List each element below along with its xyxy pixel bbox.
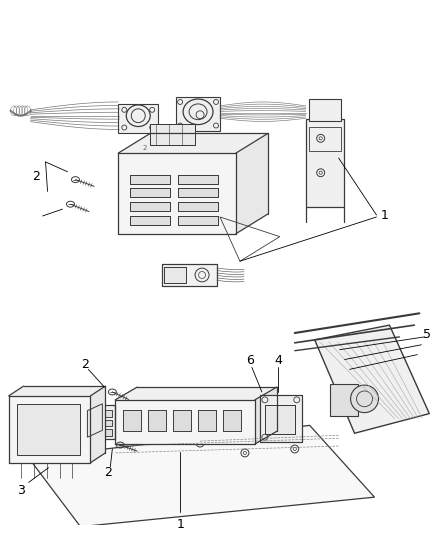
Bar (88, 419, 112, 426)
Bar (178, 175, 218, 183)
Bar (85, 405, 115, 439)
Bar (162, 264, 217, 286)
Bar (148, 410, 166, 431)
Bar (260, 395, 302, 442)
Bar (223, 410, 241, 431)
Bar (124, 410, 141, 431)
Polygon shape (28, 425, 374, 527)
Bar (150, 124, 195, 145)
Bar (178, 216, 218, 225)
Bar (178, 189, 218, 197)
Text: 2: 2 (32, 170, 39, 183)
Bar (130, 202, 170, 211)
Bar (330, 384, 357, 416)
Bar (178, 202, 218, 211)
Bar (164, 267, 186, 283)
Polygon shape (314, 325, 429, 433)
Bar (150, 124, 195, 145)
Bar (85, 405, 115, 439)
Polygon shape (9, 386, 106, 396)
Text: 2: 2 (142, 145, 146, 151)
Bar (124, 410, 141, 431)
Bar (118, 104, 158, 133)
Bar (265, 405, 295, 434)
Bar (88, 410, 112, 417)
Polygon shape (9, 396, 90, 463)
Bar (162, 264, 217, 286)
Polygon shape (236, 133, 268, 233)
Bar (130, 216, 170, 225)
Ellipse shape (183, 99, 213, 125)
Bar (130, 189, 170, 197)
Polygon shape (118, 133, 268, 153)
Bar (88, 430, 112, 436)
Bar (178, 175, 218, 183)
Text: 1: 1 (176, 518, 184, 531)
Bar (173, 410, 191, 431)
Bar (178, 202, 218, 211)
Bar (88, 419, 112, 426)
Text: 6: 6 (246, 354, 254, 367)
Bar (173, 410, 191, 431)
Bar (130, 189, 170, 197)
Text: 4: 4 (274, 354, 282, 367)
Bar (260, 395, 302, 442)
Ellipse shape (126, 105, 150, 126)
Bar (178, 189, 218, 197)
Bar (309, 99, 341, 120)
Bar (88, 430, 112, 436)
Text: 2: 2 (104, 466, 112, 479)
Bar (223, 410, 241, 431)
Polygon shape (255, 387, 277, 444)
Text: 2: 2 (81, 358, 89, 371)
Bar (130, 216, 170, 225)
Polygon shape (115, 400, 255, 444)
Polygon shape (115, 387, 277, 400)
Polygon shape (90, 386, 106, 463)
Text: 1: 1 (381, 208, 389, 222)
Bar (306, 119, 343, 207)
Bar (130, 175, 170, 183)
Polygon shape (88, 404, 102, 437)
Bar (309, 126, 341, 151)
Bar (265, 405, 295, 434)
Text: 5: 5 (424, 328, 431, 342)
Bar (164, 267, 186, 283)
Bar (130, 175, 170, 183)
Text: 3: 3 (17, 484, 25, 497)
Bar (198, 410, 216, 431)
Bar (130, 202, 170, 211)
Bar (178, 216, 218, 225)
Bar (88, 410, 112, 417)
Polygon shape (118, 153, 236, 233)
Ellipse shape (350, 385, 378, 413)
Bar (176, 97, 220, 132)
Bar (17, 404, 81, 455)
Bar (148, 410, 166, 431)
Bar (198, 410, 216, 431)
